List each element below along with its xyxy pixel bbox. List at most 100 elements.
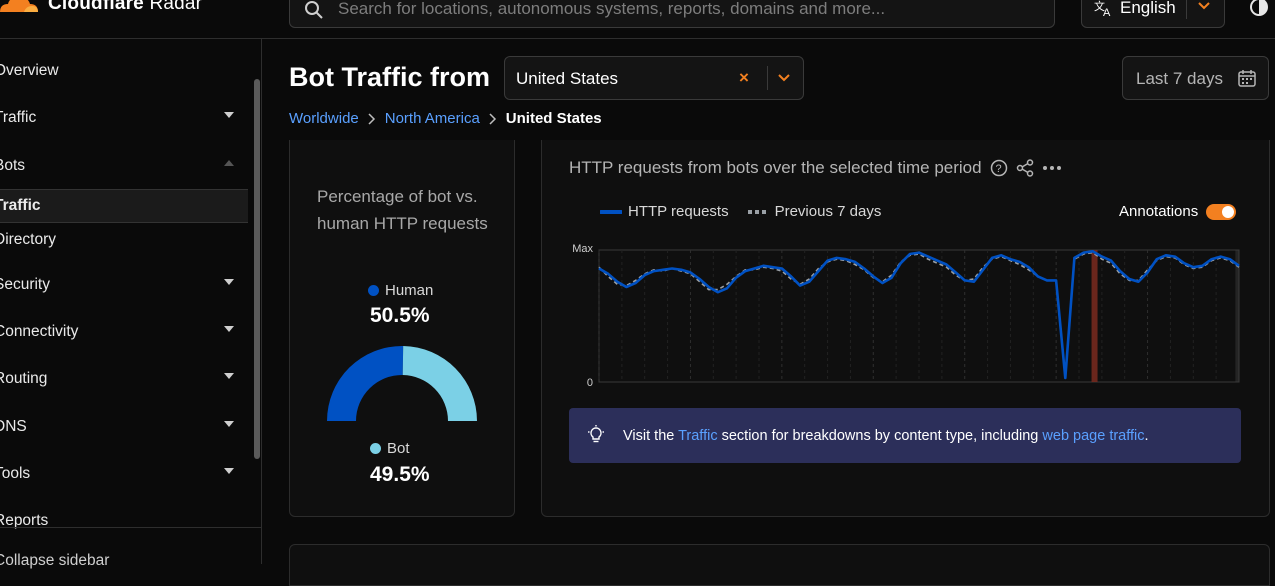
caret-down-icon: [224, 279, 234, 285]
sidebar-item-connectivity[interactable]: Connectivity: [0, 317, 244, 347]
sidebar-item-security[interactable]: Security: [0, 270, 244, 300]
timeseries-title: HTTP requests from bots over the selecte…: [569, 158, 1062, 178]
traffic-link[interactable]: Traffic: [678, 428, 718, 444]
next-card: [289, 544, 1270, 586]
legend-previous-label[interactable]: Previous 7 days: [774, 203, 882, 220]
y-tick-label: 0: [587, 377, 593, 389]
timeseries-title-text: HTTP requests from bots over the selecte…: [569, 158, 982, 177]
sidebar-item-reports[interactable]: Reports: [0, 506, 244, 536]
divider: [767, 66, 768, 90]
series-line-current[interactable]: [598, 250, 1240, 380]
sidebar-item-routing[interactable]: Routing: [0, 364, 244, 394]
chart-legend: HTTP requests Previous 7 days: [600, 203, 881, 220]
language-selector[interactable]: 文 A English: [1081, 0, 1225, 28]
sidebar-scrollbar[interactable]: [254, 79, 260, 459]
bot-share-title: Percentage of bot vs. human HTTP request…: [317, 187, 488, 233]
collapse-sidebar-label: Collapse sidebar: [0, 552, 110, 569]
language-label: English: [1120, 0, 1176, 17]
legend-swatch-current: [600, 209, 622, 214]
sidebar-item-overview[interactable]: Overview: [0, 56, 244, 86]
brand-name: Cloudflare Radar: [48, 0, 203, 14]
incomplete-data-annotation[interactable]: [1235, 250, 1239, 382]
sidebar-item-dns[interactable]: DNS: [0, 412, 244, 442]
breadcrumb: Worldwide North America United States: [289, 110, 602, 127]
search-icon: [305, 1, 323, 19]
sidebar-item-label: Traffic: [0, 109, 37, 126]
share-icon[interactable]: [1016, 159, 1034, 177]
sidebar-item-label: Tools: [0, 465, 31, 482]
caret-up-icon: [224, 160, 234, 166]
sidebar-item-directory[interactable]: Directory: [0, 225, 244, 255]
theme-toggle-icon[interactable]: [1249, 0, 1269, 17]
brand-logo[interactable]: Cloudflare Radar: [0, 0, 202, 16]
sidebar-item-label: Connectivity: [0, 323, 79, 340]
collapse-sidebar-button[interactable]: Collapse sidebar: [0, 527, 261, 569]
breadcrumb-worldwide[interactable]: Worldwide: [289, 110, 359, 127]
sidebar-item-label: DNS: [0, 418, 27, 435]
sidebar-item-label: Routing: [0, 370, 48, 387]
annotations-toggle[interactable]: [1206, 203, 1237, 220]
legend-swatch-previous: [747, 209, 768, 214]
search-box[interactable]: [289, 0, 1055, 28]
sidebar-item-label: Reports: [0, 512, 49, 529]
annotations-control[interactable]: Annotations: [1119, 203, 1237, 220]
caret-down-icon: [224, 468, 234, 474]
human-percent: 50.5%: [370, 304, 430, 327]
gauge-segment-human[interactable]: [327, 346, 404, 421]
top-bar: Cloudflare Radar 文 A English: [0, 0, 1275, 39]
location-select[interactable]: United States ×: [504, 56, 804, 100]
page-title: Bot Traffic from: [289, 62, 491, 92]
caret-down-icon: [224, 373, 234, 379]
legend-current-label[interactable]: HTTP requests: [628, 203, 729, 220]
caret-down-icon: [224, 326, 234, 332]
svg-text:?: ?: [995, 163, 1001, 175]
human-label: Human: [385, 282, 434, 299]
svg-text:文: 文: [1094, 0, 1105, 13]
gauge-segment-bot[interactable]: [402, 346, 477, 421]
search-input[interactable]: [336, 0, 1040, 20]
chevron-right-icon: [368, 112, 375, 125]
caret-down-icon: [224, 421, 234, 427]
cloudflare-cloud-icon: [0, 0, 38, 12]
translate-icon: 文 A: [1094, 0, 1111, 17]
date-range-picker[interactable]: Last 7 days: [1122, 56, 1269, 100]
divider: [1186, 0, 1187, 19]
svg-text:A: A: [1103, 7, 1111, 17]
bot-label: Bot: [387, 440, 410, 457]
sidebar-item-bots-traffic[interactable]: Traffic: [0, 189, 248, 223]
lightbulb-icon: [588, 425, 604, 443]
sidebar-item-label: Bots: [0, 157, 26, 174]
bot-share-gauge: [327, 346, 477, 421]
sidebar: Overview Traffic Bots Traffic Directory …: [0, 39, 262, 569]
sidebar-item-traffic[interactable]: Traffic: [0, 103, 244, 133]
sidebar-item-label: Overview: [0, 62, 59, 79]
caret-down-icon: [224, 112, 234, 118]
bot-dot: [370, 443, 381, 454]
web-page-traffic-link[interactable]: web page traffic: [1042, 428, 1145, 444]
y-tick-label: Max: [572, 243, 593, 255]
sidebar-item-label: Directory: [0, 231, 57, 248]
info-text: Visit the Traffic section for breakdowns…: [623, 428, 1149, 444]
sidebar-item-label: Traffic: [0, 197, 41, 214]
chevron-down-icon[interactable]: [776, 69, 792, 85]
calendar-icon: [1238, 70, 1256, 87]
chevron-down-icon[interactable]: [1196, 0, 1212, 13]
more-options-icon[interactable]: [1042, 159, 1062, 177]
sidebar-item-bots[interactable]: Bots: [0, 151, 244, 181]
breadcrumb-current: United States: [505, 110, 602, 127]
clear-icon[interactable]: ×: [739, 68, 749, 87]
date-range-value: Last 7 days: [1136, 69, 1223, 88]
bot-share-card: Percentage of bot vs. human HTTP request…: [289, 140, 515, 517]
help-icon[interactable]: ?: [990, 159, 1008, 177]
series-line-previous[interactable]: [598, 251, 1240, 377]
outage-annotation[interactable]: [1091, 250, 1098, 382]
bot-legend: Bot: [370, 440, 410, 457]
location-value: United States: [516, 69, 619, 88]
human-dot: [368, 285, 379, 296]
timeseries-chart[interactable]: 0MaxJul 11Jul 12Jul 13Jul 14Jul 15Jul 16…: [562, 222, 1252, 392]
annotations-label: Annotations: [1119, 203, 1199, 220]
bot-percent: 49.5%: [370, 463, 430, 486]
sidebar-item-tools[interactable]: Tools: [0, 459, 244, 489]
sidebar-item-label: Security: [0, 276, 50, 293]
breadcrumb-north-america[interactable]: North America: [384, 110, 480, 127]
